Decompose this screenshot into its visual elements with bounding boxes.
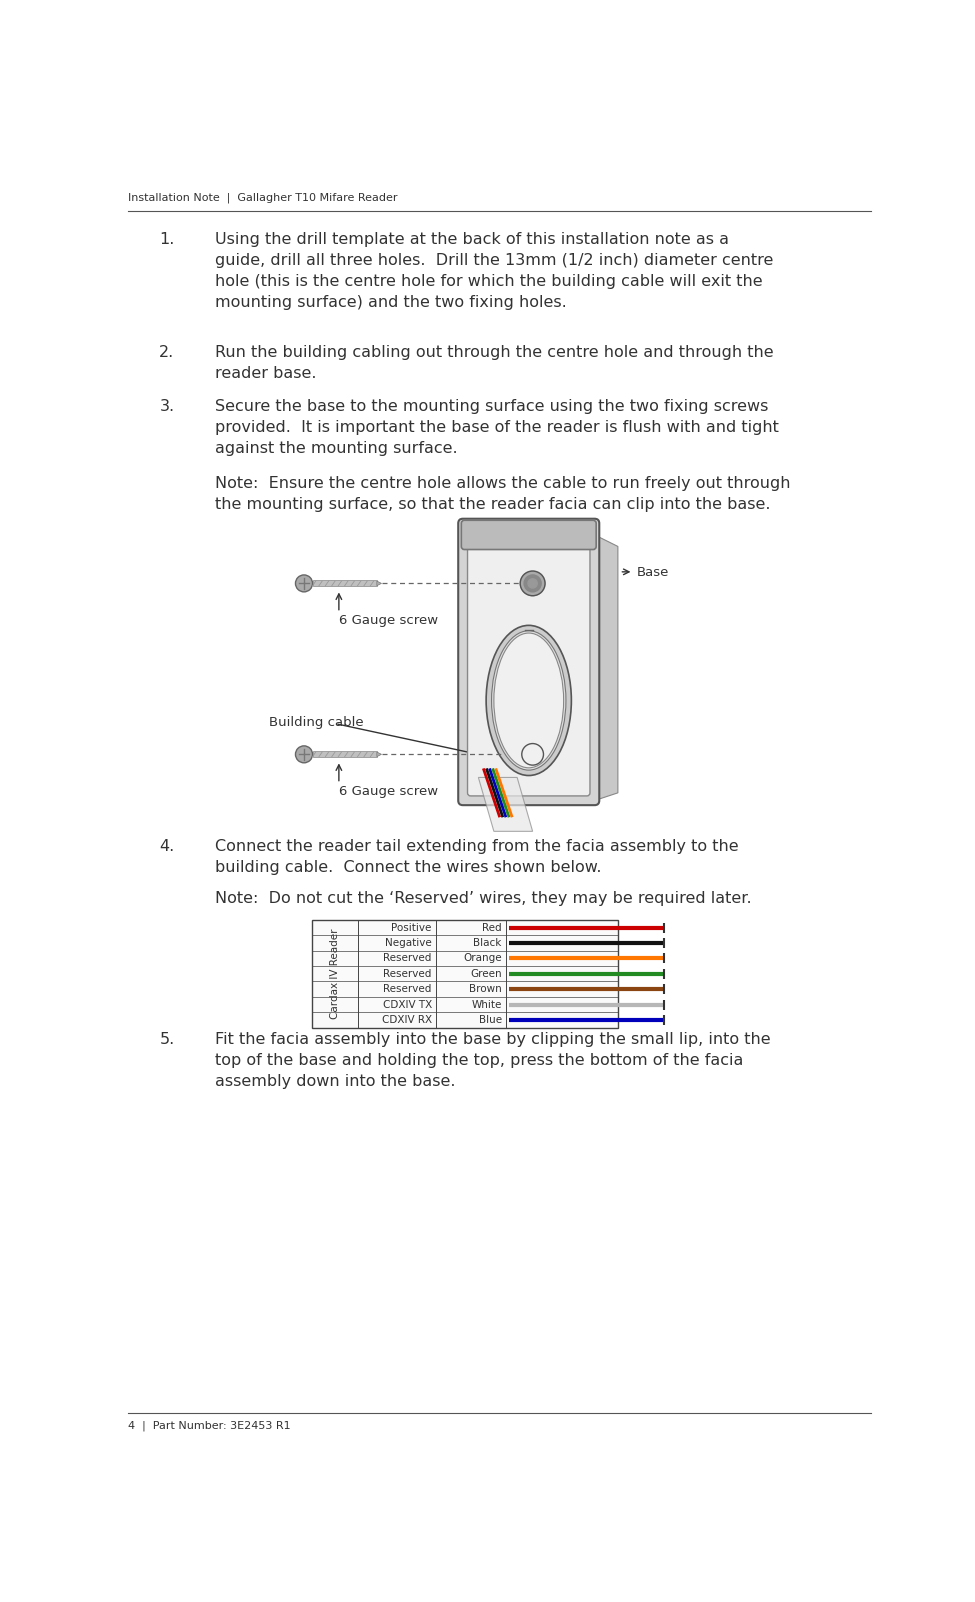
- Text: Orange: Orange: [463, 953, 501, 963]
- Text: Red: Red: [482, 923, 501, 932]
- Bar: [313, 751, 377, 756]
- Bar: [313, 580, 377, 586]
- Text: Fit the facia assembly into the base by clipping the small lip, into the
top of : Fit the facia assembly into the base by …: [214, 1032, 770, 1088]
- Circle shape: [528, 578, 537, 588]
- FancyBboxPatch shape: [458, 519, 600, 806]
- Text: Installation Note  |  Gallagher T10 Mifare Reader: Installation Note | Gallagher T10 Mifare…: [128, 192, 398, 203]
- Text: Connect the reader tail extending from the facia assembly to the
building cable.: Connect the reader tail extending from t…: [214, 839, 738, 875]
- Text: 6 Gauge screw: 6 Gauge screw: [339, 614, 438, 628]
- Text: White: White: [471, 1000, 501, 1009]
- Text: Reserved: Reserved: [383, 984, 432, 995]
- Text: Using the drill template at the back of this installation note as a
guide, drill: Using the drill template at the back of …: [214, 232, 773, 311]
- Polygon shape: [595, 535, 618, 801]
- Text: Note:  Ensure the centre hole allows the cable to run freely out through
the mou: Note: Ensure the centre hole allows the …: [214, 476, 791, 511]
- Circle shape: [526, 748, 539, 761]
- Text: 4  |  Part Number: 3E2453 R1: 4 | Part Number: 3E2453 R1: [128, 1421, 291, 1431]
- Text: Positive: Positive: [392, 923, 432, 932]
- Bar: [312, 920, 618, 1028]
- Circle shape: [295, 747, 313, 763]
- Text: Reserved: Reserved: [383, 969, 432, 979]
- Text: Blue: Blue: [479, 1016, 501, 1025]
- Text: Note:  Do not cut the ‘Reserved’ wires, they may be required later.: Note: Do not cut the ‘Reserved’ wires, t…: [214, 891, 752, 907]
- Circle shape: [522, 743, 543, 766]
- Text: CDXIV TX: CDXIV TX: [382, 1000, 432, 1009]
- Ellipse shape: [494, 633, 564, 767]
- Ellipse shape: [487, 625, 571, 775]
- Circle shape: [525, 575, 541, 591]
- Text: Cardax IV Reader: Cardax IV Reader: [330, 929, 340, 1019]
- Text: Brown: Brown: [469, 984, 501, 995]
- Circle shape: [528, 750, 536, 758]
- Polygon shape: [479, 777, 532, 831]
- Text: Building cable: Building cable: [269, 716, 364, 729]
- Text: 4.: 4.: [159, 839, 175, 854]
- Text: Green: Green: [470, 969, 501, 979]
- Text: Negative: Negative: [385, 939, 432, 948]
- Text: 6 Gauge screw: 6 Gauge screw: [339, 785, 438, 798]
- FancyBboxPatch shape: [468, 529, 590, 796]
- Polygon shape: [377, 751, 381, 756]
- Circle shape: [295, 575, 313, 591]
- Polygon shape: [377, 582, 381, 586]
- Text: Secure the base to the mounting surface using the two fixing screws
provided.  I: Secure the base to the mounting surface …: [214, 399, 779, 455]
- Text: Base: Base: [638, 566, 670, 578]
- Text: 5.: 5.: [159, 1032, 175, 1046]
- Text: 3.: 3.: [160, 399, 175, 413]
- Text: Reserved: Reserved: [383, 953, 432, 963]
- Text: 2.: 2.: [159, 344, 175, 360]
- Text: Black: Black: [473, 939, 501, 948]
- Text: 1.: 1.: [159, 232, 175, 247]
- Text: Run the building cabling out through the centre hole and through the
reader base: Run the building cabling out through the…: [214, 344, 773, 381]
- Ellipse shape: [491, 631, 565, 771]
- Text: CDXIV RX: CDXIV RX: [382, 1016, 432, 1025]
- Circle shape: [521, 570, 545, 596]
- FancyBboxPatch shape: [461, 521, 596, 549]
